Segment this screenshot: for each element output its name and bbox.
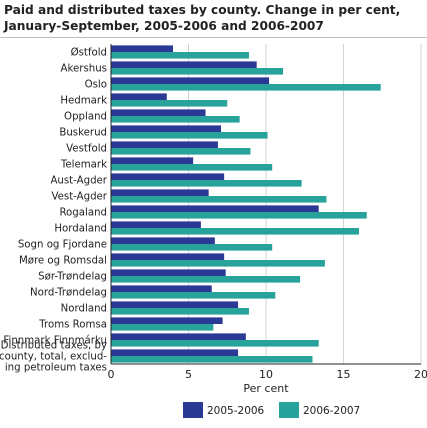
bar-2005-2006-12 — [111, 237, 215, 244]
bar-2005-2006-15 — [111, 285, 212, 292]
x-axis-label: Per cent — [243, 382, 289, 395]
bar-2005-2006-18 — [111, 333, 246, 340]
bar-2005-2006-6 — [111, 141, 218, 148]
bar-2006-2007-19 — [111, 356, 313, 363]
bar-2005-2006-10 — [111, 205, 319, 212]
bar-2006-2007-10 — [111, 212, 367, 219]
legend-swatch-2006-2007 — [279, 402, 299, 418]
category-label: Sogn og Fjordane — [18, 240, 107, 251]
category-label: Østfold — [71, 47, 107, 59]
x-tick-label: 5 — [185, 368, 192, 381]
category-label: ing petroleum taxes — [5, 363, 107, 374]
x-tick-label: 10 — [259, 368, 273, 381]
category-label: Nord-Trøndelag — [30, 288, 107, 299]
category-label: Rogaland — [59, 208, 107, 219]
category-label: Hedmark — [60, 96, 107, 107]
category-label: Møre og Romsdal — [19, 256, 107, 267]
bar-2006-2007-2 — [111, 84, 381, 91]
category-label: Troms Romsa — [38, 320, 107, 331]
category-label: Vest-Agder — [51, 192, 107, 203]
bar-2006-2007-11 — [111, 228, 359, 235]
bar-2005-2006-8 — [111, 173, 225, 180]
category-label: Distributed taxes, by — [1, 341, 107, 352]
bar-2006-2007-5 — [111, 132, 268, 139]
bar-2005-2006-1 — [111, 61, 257, 68]
category-label: Telemark — [60, 160, 107, 171]
bar-2006-2007-12 — [111, 244, 273, 251]
title-divider — [0, 37, 427, 38]
x-tick-label: 15 — [337, 368, 351, 381]
bar-2005-2006-4 — [111, 109, 206, 116]
chart-title: Paid and distributed taxes by county. Ch… — [4, 3, 401, 33]
legend: 2005-2006 2006-2007 — [183, 402, 360, 418]
bar-2006-2007-9 — [111, 196, 327, 203]
category-label: Aust-Agder — [50, 176, 107, 187]
legend-label: 2006-2007 — [303, 405, 360, 417]
x-tick-label: 0 — [108, 368, 115, 381]
bar-2006-2007-7 — [111, 164, 273, 171]
category-label: Oppland — [64, 112, 107, 123]
gridlines — [188, 44, 422, 364]
bar-2005-2006-0 — [111, 45, 173, 52]
bar-2006-2007-6 — [111, 148, 251, 155]
category-label: Oslo — [85, 80, 107, 91]
category-labels: Østfold Akershus Oslo Hedmark Oppland Buskeru… — [0, 47, 108, 374]
category-label: Vestfold — [66, 144, 107, 155]
bar-2006-2007-8 — [111, 180, 302, 187]
category-label: Nordland — [61, 304, 107, 315]
bar-2006-2007-17 — [111, 324, 214, 331]
x-tick-label: 20 — [414, 368, 427, 381]
bar-2005-2006-9 — [111, 189, 209, 196]
bar-2005-2006-19 — [111, 349, 239, 356]
bar-2005-2006-13 — [111, 253, 225, 260]
category-label: Finnmark Finnmárku — [3, 335, 107, 347]
category-label: Sør-Trøndelag — [38, 272, 107, 283]
bar-2006-2007-16 — [111, 308, 249, 315]
category-label: Akershus — [61, 64, 108, 75]
category-label: Buskerud — [59, 128, 107, 139]
x-tick-labels: 0 5 10 15 20 — [108, 368, 427, 381]
bar-2005-2006-14 — [111, 269, 226, 276]
bars — [111, 45, 381, 363]
category-label: county, total, exclud- — [0, 352, 107, 363]
bar-2006-2007-15 — [111, 292, 276, 299]
bar-2005-2006-5 — [111, 125, 222, 132]
bar-2006-2007-13 — [111, 260, 325, 267]
bar-2005-2006-3 — [111, 93, 167, 100]
bar-2006-2007-3 — [111, 100, 228, 107]
bar-2006-2007-1 — [111, 68, 284, 75]
bar-2006-2007-0 — [111, 52, 249, 59]
bar-2006-2007-14 — [111, 276, 301, 283]
legend-label: 2005-2006 — [207, 405, 265, 417]
legend-swatch-2005-2006 — [183, 402, 203, 418]
bar-2005-2006-11 — [111, 221, 201, 228]
bar-2006-2007-18 — [111, 340, 319, 347]
category-label: Hordaland — [54, 224, 107, 235]
bar-2005-2006-17 — [111, 317, 223, 324]
bar-2006-2007-4 — [111, 116, 240, 123]
bar-2005-2006-7 — [111, 157, 194, 164]
bar-2005-2006-2 — [111, 77, 270, 84]
bar-2005-2006-16 — [111, 301, 239, 308]
